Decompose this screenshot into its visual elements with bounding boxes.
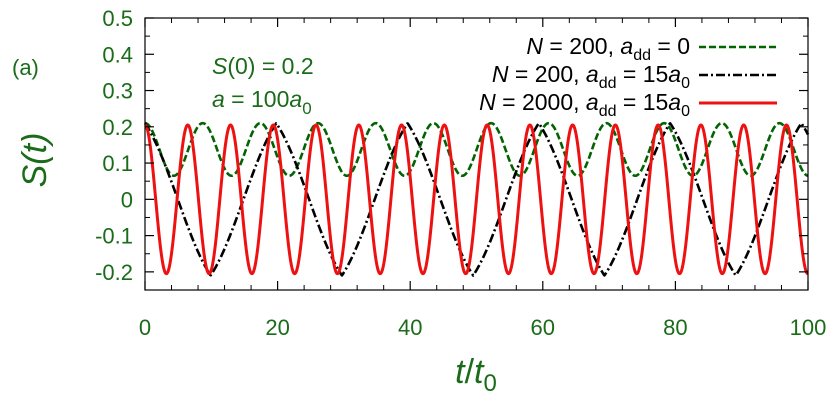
x-tick-label: 80 — [663, 315, 687, 340]
series-line-1 — [144, 121, 809, 178]
legend-2-a2: a — [668, 61, 681, 87]
panel-label: (a) — [12, 55, 39, 80]
legend-2-nrest: = 200, — [509, 61, 586, 87]
legend-text-series-2: N = 200, add = 15a0 — [492, 61, 690, 92]
legend-3-a2: a — [668, 89, 681, 115]
legend-2-n: N — [492, 61, 509, 87]
legend-2-arest: = 15 — [617, 61, 669, 87]
annotation-initial-value: S(0) = 0.2 — [212, 53, 314, 79]
y-tick-label: 0.5 — [102, 6, 133, 31]
y-axis-label: S(t) — [16, 133, 54, 188]
ann2-sub: 0 — [302, 99, 311, 118]
y-tick-label: 0.3 — [102, 79, 133, 104]
y-tick-label: 0.1 — [102, 151, 133, 176]
x-axis-label-main2: t — [474, 353, 485, 391]
y-tick-label: 0.2 — [102, 115, 133, 140]
legend: N = 200, add = 0 N = 200, add = 15a0 N =… — [479, 33, 777, 120]
series-line-3 — [143, 123, 810, 276]
legend-1-a: a — [620, 33, 633, 59]
legend-3-asub: dd — [599, 103, 617, 120]
x-tick-label: 100 — [790, 315, 827, 340]
legend-3-a2sub: 0 — [681, 103, 690, 120]
plot-frame — [144, 17, 809, 291]
ann2-italic2: a — [289, 86, 302, 112]
ann1-italic: S — [212, 53, 228, 79]
legend-3-arest: = 15 — [617, 89, 669, 115]
y-tick-label: -0.1 — [95, 224, 133, 249]
legend-3-n: N — [479, 89, 496, 115]
legend-2-asub: dd — [599, 75, 617, 92]
annotation-scattering-length: a = 100a0 — [212, 86, 312, 118]
legend-3-nrest: = 2000, — [496, 89, 586, 115]
y-tick-labels: 0.5 0.4 0.3 0.2 0.1 0 -0.1 -0.2 — [95, 6, 133, 285]
ticks-layer — [144, 17, 809, 291]
legend-text-series-3: N = 2000, add = 15a0 — [479, 89, 690, 120]
legend-text-series-1: N = 200, add = 0 — [526, 33, 690, 64]
x-tick-labels: 0 20 40 60 80 100 — [139, 315, 826, 340]
ann1-rest: (0) = 0.2 — [227, 53, 313, 79]
legend-1-asub: dd — [633, 47, 651, 64]
x-tick-label: 40 — [398, 315, 422, 340]
legend-3-a: a — [586, 89, 599, 115]
x-axis-label-sub: 0 — [484, 370, 497, 397]
legend-1-arest: = 0 — [651, 33, 690, 59]
legend-2-a2sub: 0 — [681, 75, 690, 92]
ann2-italic: a — [212, 86, 225, 112]
y-tick-label: -0.2 — [95, 260, 133, 285]
legend-1-n: N — [526, 33, 543, 59]
curves-layer — [143, 121, 810, 277]
x-axis-label: t/t0 — [455, 353, 497, 397]
x-tick-label: 0 — [139, 315, 151, 340]
y-axis-label-main: S — [16, 164, 54, 187]
legend-swatches — [699, 45, 777, 105]
y-tick-label: 0 — [121, 187, 133, 212]
ann2-rest: = 100 — [225, 86, 290, 112]
legend-2-a: a — [586, 61, 599, 87]
y-tick-label: 0.4 — [102, 42, 133, 67]
legend-1-nrest: = 200, — [543, 33, 620, 59]
x-tick-label: 60 — [531, 315, 555, 340]
x-axis-label-sep: / — [465, 353, 475, 391]
series-line-2 — [143, 121, 810, 277]
y-axis-label-arg: (t) — [16, 133, 54, 165]
x-tick-label: 20 — [265, 315, 289, 340]
x-axis-label-main: t — [455, 353, 466, 391]
